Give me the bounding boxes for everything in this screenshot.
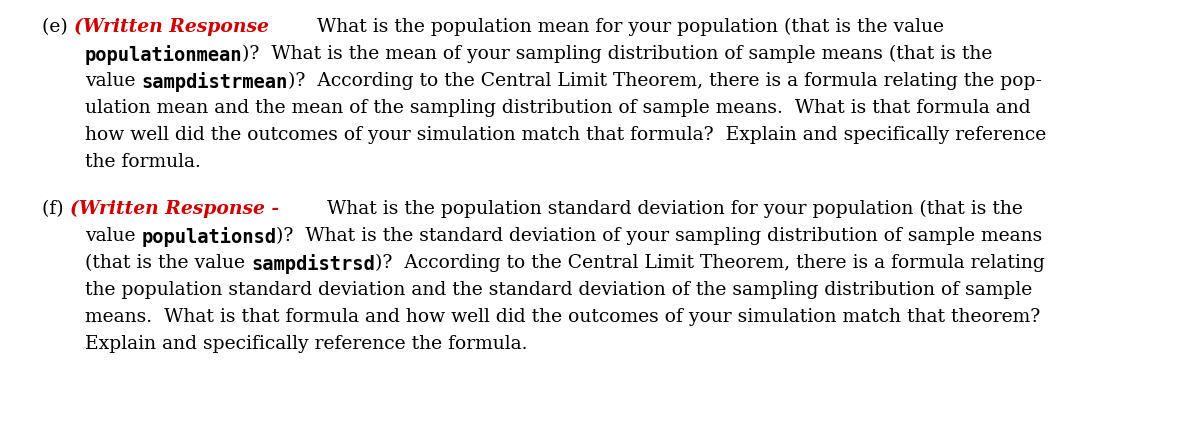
- Text: the population standard deviation and the standard deviation of the sampling dis: the population standard deviation and th…: [85, 280, 1032, 298]
- Text: how well did the outcomes of your simulation match that formula?  Explain and sp: how well did the outcomes of your simula…: [85, 126, 1046, 144]
- Text: means.  What is that formula and how well did the outcomes of your simulation ma: means. What is that formula and how well…: [85, 307, 1040, 325]
- Text: (Written Response -: (Written Response -: [70, 200, 278, 218]
- Text: What is the population mean for your population (that is the value: What is the population mean for your pop…: [269, 18, 943, 36]
- Text: sampdistrsd: sampdistrsd: [251, 253, 374, 273]
- Text: value: value: [85, 227, 142, 244]
- Text: (Written Response: (Written Response: [73, 18, 269, 36]
- Text: What is the population standard deviation for your population (that is the: What is the population standard deviatio…: [278, 200, 1022, 218]
- Text: value: value: [85, 72, 142, 90]
- Text: (e): (e): [42, 18, 73, 36]
- Text: populationmean: populationmean: [85, 45, 242, 65]
- Text: Explain and specifically reference the formula.: Explain and specifically reference the f…: [85, 334, 528, 352]
- Text: (f): (f): [42, 200, 70, 218]
- Text: populationsd: populationsd: [142, 227, 276, 246]
- Text: (that is the value: (that is the value: [85, 253, 251, 271]
- Text: )?  According to the Central Limit Theorem, there is a formula relating: )? According to the Central Limit Theore…: [374, 253, 1044, 272]
- Text: )?  What is the mean of your sampling distribution of sample means (that is the: )? What is the mean of your sampling dis…: [242, 45, 992, 63]
- Text: )?  According to the Central Limit Theorem, there is a formula relating the pop-: )? According to the Central Limit Theore…: [288, 72, 1042, 90]
- Text: sampdistrmean: sampdistrmean: [142, 72, 288, 92]
- Text: the formula.: the formula.: [85, 153, 200, 171]
- Text: ulation mean and the mean of the sampling distribution of sample means.  What is: ulation mean and the mean of the samplin…: [85, 99, 1031, 117]
- Text: )?  What is the standard deviation of your sampling distribution of sample means: )? What is the standard deviation of you…: [276, 227, 1043, 245]
